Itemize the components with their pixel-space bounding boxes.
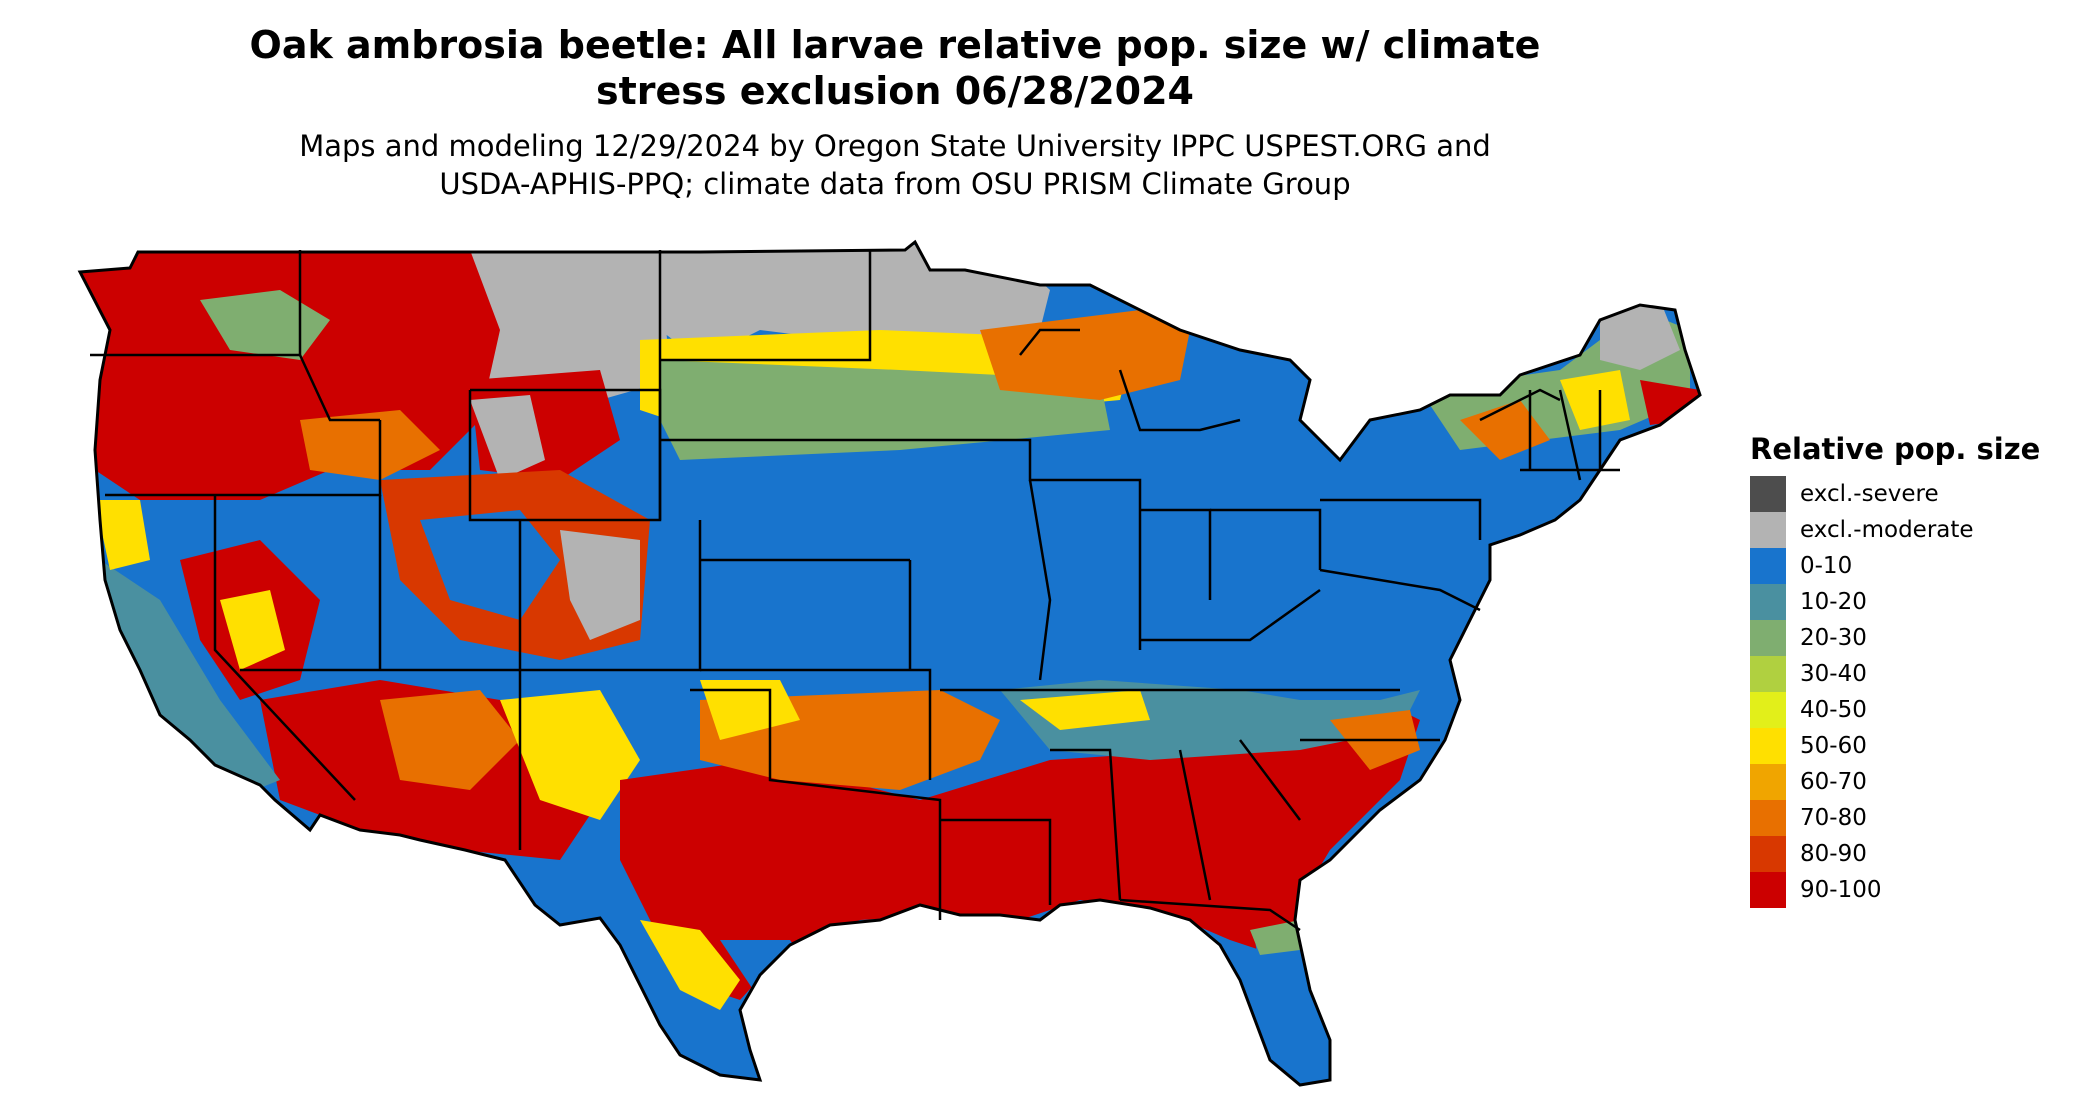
legend-item: 30-40 <box>1750 656 2040 692</box>
population-raster <box>80 245 1700 1060</box>
title-line-2: stress exclusion 06/28/2024 <box>596 69 1194 113</box>
legend-swatch <box>1750 872 1786 908</box>
legend-swatch <box>1750 764 1786 800</box>
legend-label: 60-70 <box>1800 769 1867 795</box>
legend-items: excl.-severe excl.-moderate 0-10 10-20 20-30… <box>1750 476 2040 908</box>
legend-swatch <box>1750 800 1786 836</box>
legend-swatch <box>1750 656 1786 692</box>
state-borders <box>90 250 1620 932</box>
us-population-map <box>78 240 1702 1087</box>
legend-label: 50-60 <box>1800 733 1867 759</box>
legend-label: 90-100 <box>1800 877 1882 903</box>
legend-item: excl.-moderate <box>1750 512 2040 548</box>
legend-label: excl.-severe <box>1800 481 1939 507</box>
legend-label: 30-40 <box>1800 661 1867 687</box>
map-subtitle: Maps and modeling 12/29/2024 by Oregon S… <box>190 127 1600 203</box>
legend-label: 80-90 <box>1800 841 1867 867</box>
legend-title: Relative pop. size <box>1750 432 2041 466</box>
legend-swatch <box>1750 620 1786 656</box>
legend-swatch <box>1750 548 1786 584</box>
legend-swatch <box>1750 584 1786 620</box>
legend-label: 70-80 <box>1800 805 1867 831</box>
legend-swatch <box>1750 836 1786 872</box>
legend-item: 50-60 <box>1750 728 2040 764</box>
legend-item: 90-100 <box>1750 872 2040 908</box>
legend-label: excl.-moderate <box>1800 517 1974 543</box>
legend-swatch <box>1750 692 1786 728</box>
subtitle-line-2: USDA-APHIS-PPQ; climate data from OSU PR… <box>439 167 1351 201</box>
legend: Relative pop. size excl.-severe excl.-mod… <box>1750 432 2040 908</box>
legend-item: 10-20 <box>1750 584 2040 620</box>
subtitle-line-1: Maps and modeling 12/29/2024 by Oregon S… <box>299 129 1491 163</box>
legend-swatch <box>1750 728 1786 764</box>
legend-label: 40-50 <box>1800 697 1867 723</box>
legend-item: excl.-severe <box>1750 476 2040 512</box>
legend-item: 80-90 <box>1750 836 2040 872</box>
legend-label: 20-30 <box>1800 625 1867 651</box>
legend-swatch <box>1750 512 1786 548</box>
legend-swatch <box>1750 476 1786 512</box>
map-title: Oak ambrosia beetle: All larvae relative… <box>190 22 1600 114</box>
legend-item: 60-70 <box>1750 764 2040 800</box>
title-line-1: Oak ambrosia beetle: All larvae relative… <box>249 23 1541 67</box>
legend-item: 0-10 <box>1750 548 2040 584</box>
legend-label: 0-10 <box>1800 553 1853 579</box>
legend-label: 10-20 <box>1800 589 1867 615</box>
legend-item: 20-30 <box>1750 620 2040 656</box>
legend-item: 70-80 <box>1750 800 2040 836</box>
legend-item: 40-50 <box>1750 692 2040 728</box>
